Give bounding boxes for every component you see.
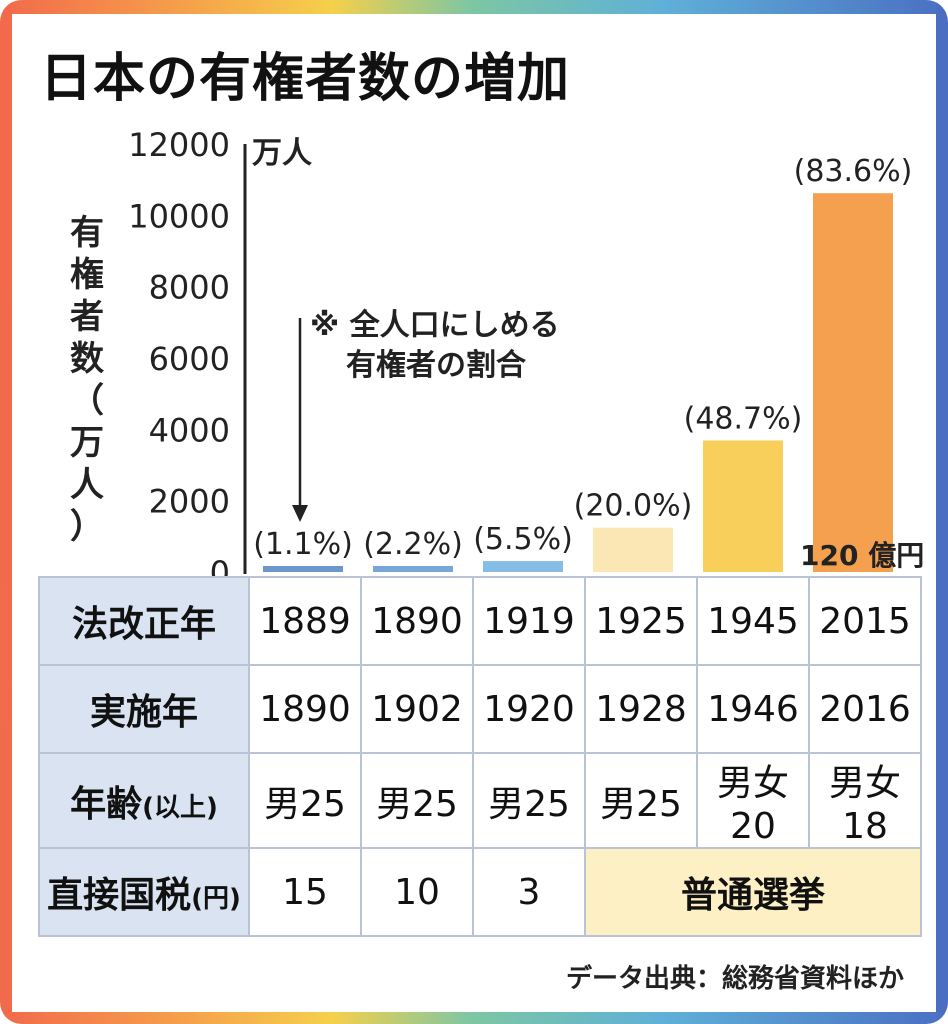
y-axis-label-char: 権 <box>70 255 104 295</box>
data-label-2015: (83.6%) <box>794 154 913 189</box>
note-line-2: 有権者の割合 <box>346 348 526 383</box>
table-cell: 15 <box>248 847 362 937</box>
row-header-suffix: (円) <box>191 884 241 914</box>
bar-1890 <box>373 566 453 572</box>
table-cell: 2016 <box>808 664 922 754</box>
table-cell: 1925 <box>584 576 698 666</box>
row-header: 直接国税(円) <box>38 847 250 937</box>
y-tick-label: 6000 <box>149 340 230 378</box>
row-header-text: 実施年 <box>89 692 198 733</box>
y-axis-label-char: （ <box>70 381 104 421</box>
table-cell: 男25 <box>584 752 698 849</box>
rainbow-border-bottom <box>0 1012 948 1024</box>
y-tick-label: 8000 <box>149 269 230 307</box>
y-tick-label: 12000 <box>128 126 230 164</box>
table-cell: 1945 <box>696 576 810 666</box>
bar-1889 <box>263 566 343 572</box>
table-row: 年齢(以上) 男25 男25 男25 男25 男女20 男女18 <box>38 752 922 849</box>
unit-label: 万人 <box>252 136 312 171</box>
rainbow-border-top <box>0 0 948 14</box>
table-cell: 1890 <box>248 664 362 754</box>
y-tick-label: 10000 <box>128 197 230 235</box>
bar-1945 <box>703 440 783 572</box>
y-axis-label-char: 有 <box>70 213 104 253</box>
y-axis-label-char: 数 <box>70 339 104 379</box>
table-cell: 男25 <box>248 752 362 849</box>
y-axis-label-char: 者 <box>70 297 104 337</box>
table-row: 法改正年 1889 1890 1919 1925 1945 2015 <box>38 576 922 666</box>
source-note: データ出典：総務省資料ほか <box>565 964 904 994</box>
table-cell: 男女18 <box>808 752 922 849</box>
data-label-1925: (20.0%) <box>574 489 693 524</box>
annotation-note: ※ 全人口にしめる 有権者の割合 <box>310 306 560 386</box>
law-table: 法改正年 1889 1890 1919 1925 1945 2015 実施年 1890 1902 1… <box>38 576 922 937</box>
row-header: 年齢(以上) <box>38 752 250 849</box>
row-header-text: 年齢 <box>70 783 143 825</box>
data-label-1889: (1.1%) <box>253 527 353 562</box>
data-label-1890: (2.2%) <box>363 527 463 562</box>
note-line-1: ※ 全人口にしめる <box>310 308 560 343</box>
table-cell: 1919 <box>472 576 586 666</box>
row-header-suffix: (以上) <box>142 792 218 823</box>
table-cell: 2015 <box>808 576 922 666</box>
bar-1925 <box>593 527 673 572</box>
rainbow-border-right <box>936 0 948 1024</box>
table-cell: 10 <box>360 847 474 937</box>
table-cell: 3 <box>472 847 586 937</box>
y-axis-label-char: 万 <box>70 423 104 463</box>
money-label: 120 億円 <box>800 539 925 572</box>
table-cell: 男女20 <box>696 752 810 849</box>
y-axis-label-char: ） <box>70 507 104 547</box>
table-cell: 1946 <box>696 664 810 754</box>
universal-suffrage-cell: 普通選挙 <box>584 847 922 937</box>
note-arrow-head-icon <box>292 505 308 522</box>
table-cell: 1920 <box>472 664 586 754</box>
data-label-1945: (48.7%) <box>684 401 803 436</box>
row-header-text: 法改正年 <box>71 604 216 645</box>
row-header-text: 直接国税 <box>47 875 192 916</box>
table-row: 直接国税(円) 15 10 3 普通選挙 <box>38 847 922 937</box>
table-cell: 男25 <box>472 752 586 849</box>
rainbow-border-left <box>0 0 12 1024</box>
table-cell: 1928 <box>584 664 698 754</box>
y-axis-label: 有権者数（万人） <box>62 212 112 548</box>
y-axis-label-char: 人 <box>70 465 104 505</box>
table-cell: 1902 <box>360 664 474 754</box>
y-tick-label: 2000 <box>149 483 230 521</box>
bar-2015 <box>813 193 893 572</box>
bar-1919 <box>483 561 563 572</box>
y-tick-label: 4000 <box>149 411 230 449</box>
table-cell: 1889 <box>248 576 362 666</box>
table-cell: 男25 <box>360 752 474 849</box>
table-row: 実施年 1890 1902 1920 1928 1946 2016 <box>38 664 922 754</box>
row-header: 実施年 <box>38 664 250 754</box>
chart-title: 日本の有権者数の増加 <box>40 49 571 109</box>
data-label-1919: (5.5%) <box>473 522 573 557</box>
row-header: 法改正年 <box>38 576 250 666</box>
table-cell: 1890 <box>360 576 474 666</box>
